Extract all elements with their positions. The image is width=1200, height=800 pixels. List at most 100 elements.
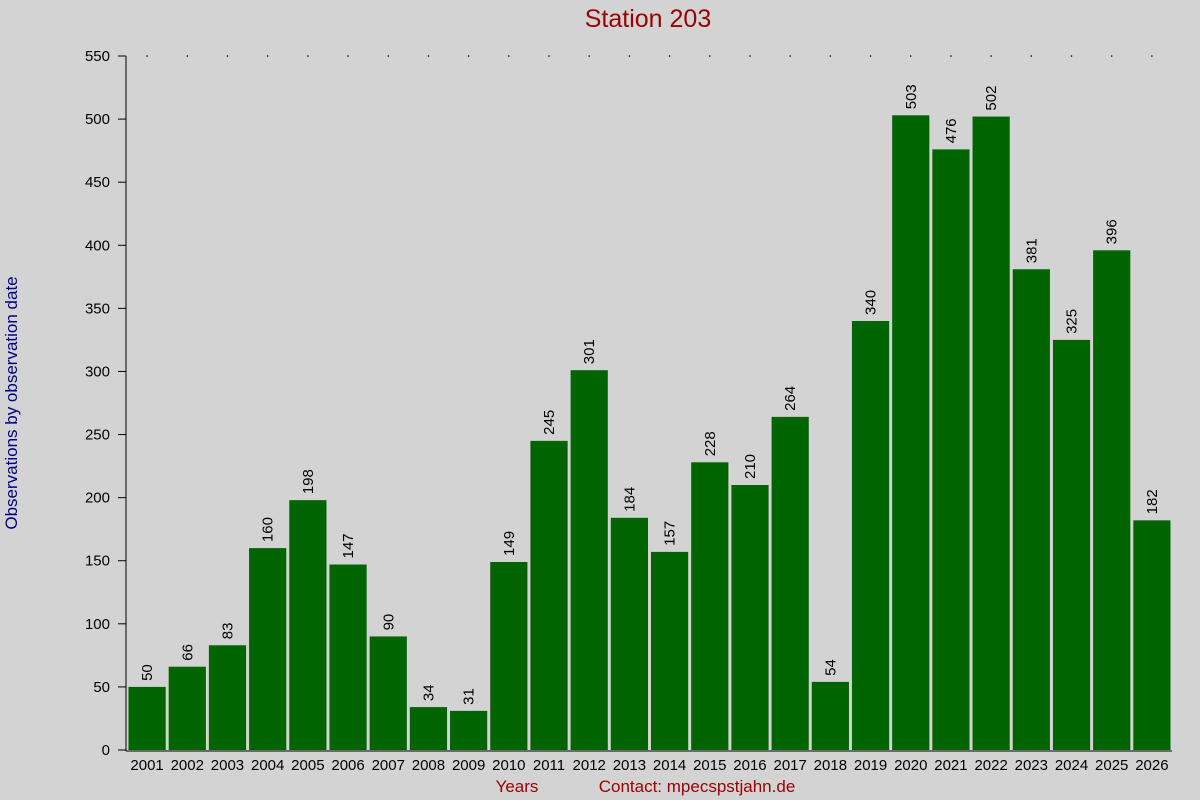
- top-dot: [909, 55, 912, 57]
- x-tick-label: 2004: [251, 757, 284, 774]
- top-dot: [990, 55, 992, 57]
- bar: [1052, 339, 1091, 750]
- bar: [208, 645, 247, 750]
- x-axis-label: Years: [496, 777, 539, 796]
- bar: [490, 561, 528, 750]
- bar: [409, 707, 448, 750]
- contact: Contact: mpecspstjahn.de: [599, 777, 796, 796]
- top-dot: [789, 55, 791, 57]
- value-label: 147: [340, 533, 357, 558]
- y-axis-label: Observations by observation date: [2, 276, 21, 529]
- x-tick-label: 2010: [492, 757, 525, 774]
- bar: [651, 551, 689, 750]
- value-label: 340: [863, 290, 880, 315]
- chart-title: Station 203: [585, 5, 712, 33]
- x-tick-label: 2006: [331, 757, 364, 774]
- x-tick-label: 2013: [613, 757, 646, 774]
- y-tick-label: 100: [85, 616, 110, 633]
- value-label: 149: [501, 531, 518, 556]
- value-label: 54: [822, 659, 839, 676]
- y-tick-label: 550: [85, 48, 110, 65]
- value-label: 34: [420, 684, 437, 701]
- value-label: 198: [300, 469, 317, 494]
- bar: [932, 149, 970, 751]
- y-tick-label: 150: [85, 553, 110, 570]
- x-tick-label: 2022: [974, 757, 1007, 774]
- bar: [892, 115, 930, 750]
- top-dot: [467, 55, 470, 57]
- y-tick-label: 400: [85, 237, 110, 254]
- value-label: 90: [380, 614, 397, 631]
- x-tick-label: 2016: [733, 757, 766, 774]
- x-tick-label: 2015: [693, 757, 726, 774]
- x-tick-label: 2003: [211, 757, 244, 774]
- top-dot: [829, 55, 832, 57]
- top-dot: [307, 55, 309, 57]
- bar: [128, 686, 166, 750]
- top-dot: [548, 55, 550, 57]
- x-tick-label: 2008: [412, 757, 445, 774]
- value-label: 157: [662, 521, 679, 546]
- value-label: 381: [1023, 238, 1040, 263]
- y-tick-label: 350: [85, 300, 110, 317]
- x-tick-label: 2007: [372, 757, 405, 774]
- top-dot: [1070, 55, 1073, 57]
- value-label: 31: [461, 688, 478, 705]
- top-dot: [749, 55, 751, 57]
- bar: [731, 485, 769, 750]
- x-tick-label: 2017: [773, 757, 806, 774]
- top-dot: [226, 55, 229, 57]
- top-dot: [1110, 55, 1113, 57]
- value-label: 476: [943, 118, 960, 143]
- x-tick-label: 2024: [1055, 757, 1088, 774]
- x-tick-label: 2012: [573, 757, 606, 774]
- top-dot: [427, 55, 430, 57]
- top-dot: [628, 55, 631, 57]
- top-dot: [387, 55, 390, 57]
- top-dot: [668, 55, 671, 57]
- x-tick-label: 2019: [854, 757, 887, 774]
- bar: [450, 710, 488, 750]
- value-label: 160: [260, 517, 277, 542]
- x-tick-label: 2014: [653, 757, 686, 774]
- top-dot: [1151, 55, 1153, 57]
- bar: [851, 320, 890, 750]
- bar: [972, 116, 1010, 751]
- x-tick-label: 2002: [171, 757, 204, 774]
- top-dot: [950, 55, 952, 57]
- bar: [570, 370, 608, 750]
- value-label: 325: [1064, 309, 1081, 334]
- y-tick-label: 0: [102, 742, 110, 759]
- value-label: 502: [983, 86, 1000, 111]
- bar: [289, 500, 327, 750]
- top-dot: [347, 55, 349, 57]
- value-label: 228: [702, 431, 719, 456]
- value-label: 83: [219, 623, 236, 640]
- bar: [771, 416, 809, 750]
- y-tick-label: 450: [85, 174, 110, 191]
- bar: [329, 564, 367, 750]
- bar: [530, 440, 568, 750]
- top-dot: [146, 55, 148, 57]
- value-label: 245: [541, 410, 558, 435]
- x-tick-label: 2020: [894, 757, 927, 774]
- value-label: 301: [581, 339, 598, 364]
- value-label: 50: [139, 664, 156, 681]
- value-label: 184: [621, 487, 638, 512]
- value-label: 210: [742, 454, 759, 479]
- value-label: 264: [782, 386, 799, 411]
- bar: [369, 636, 407, 750]
- bar: [1093, 250, 1131, 750]
- value-label: 396: [1104, 219, 1121, 244]
- y-tick-label: 50: [93, 679, 110, 696]
- bar: [1133, 520, 1171, 750]
- top-dot: [266, 55, 269, 57]
- bar: [168, 666, 206, 750]
- x-tick-label: 2005: [291, 757, 324, 774]
- x-tick-label: 2021: [934, 757, 967, 774]
- top-dot: [588, 55, 591, 57]
- x-tick-label: 2025: [1095, 757, 1128, 774]
- x-tick-label: 2009: [452, 757, 485, 774]
- top-dot: [708, 55, 711, 57]
